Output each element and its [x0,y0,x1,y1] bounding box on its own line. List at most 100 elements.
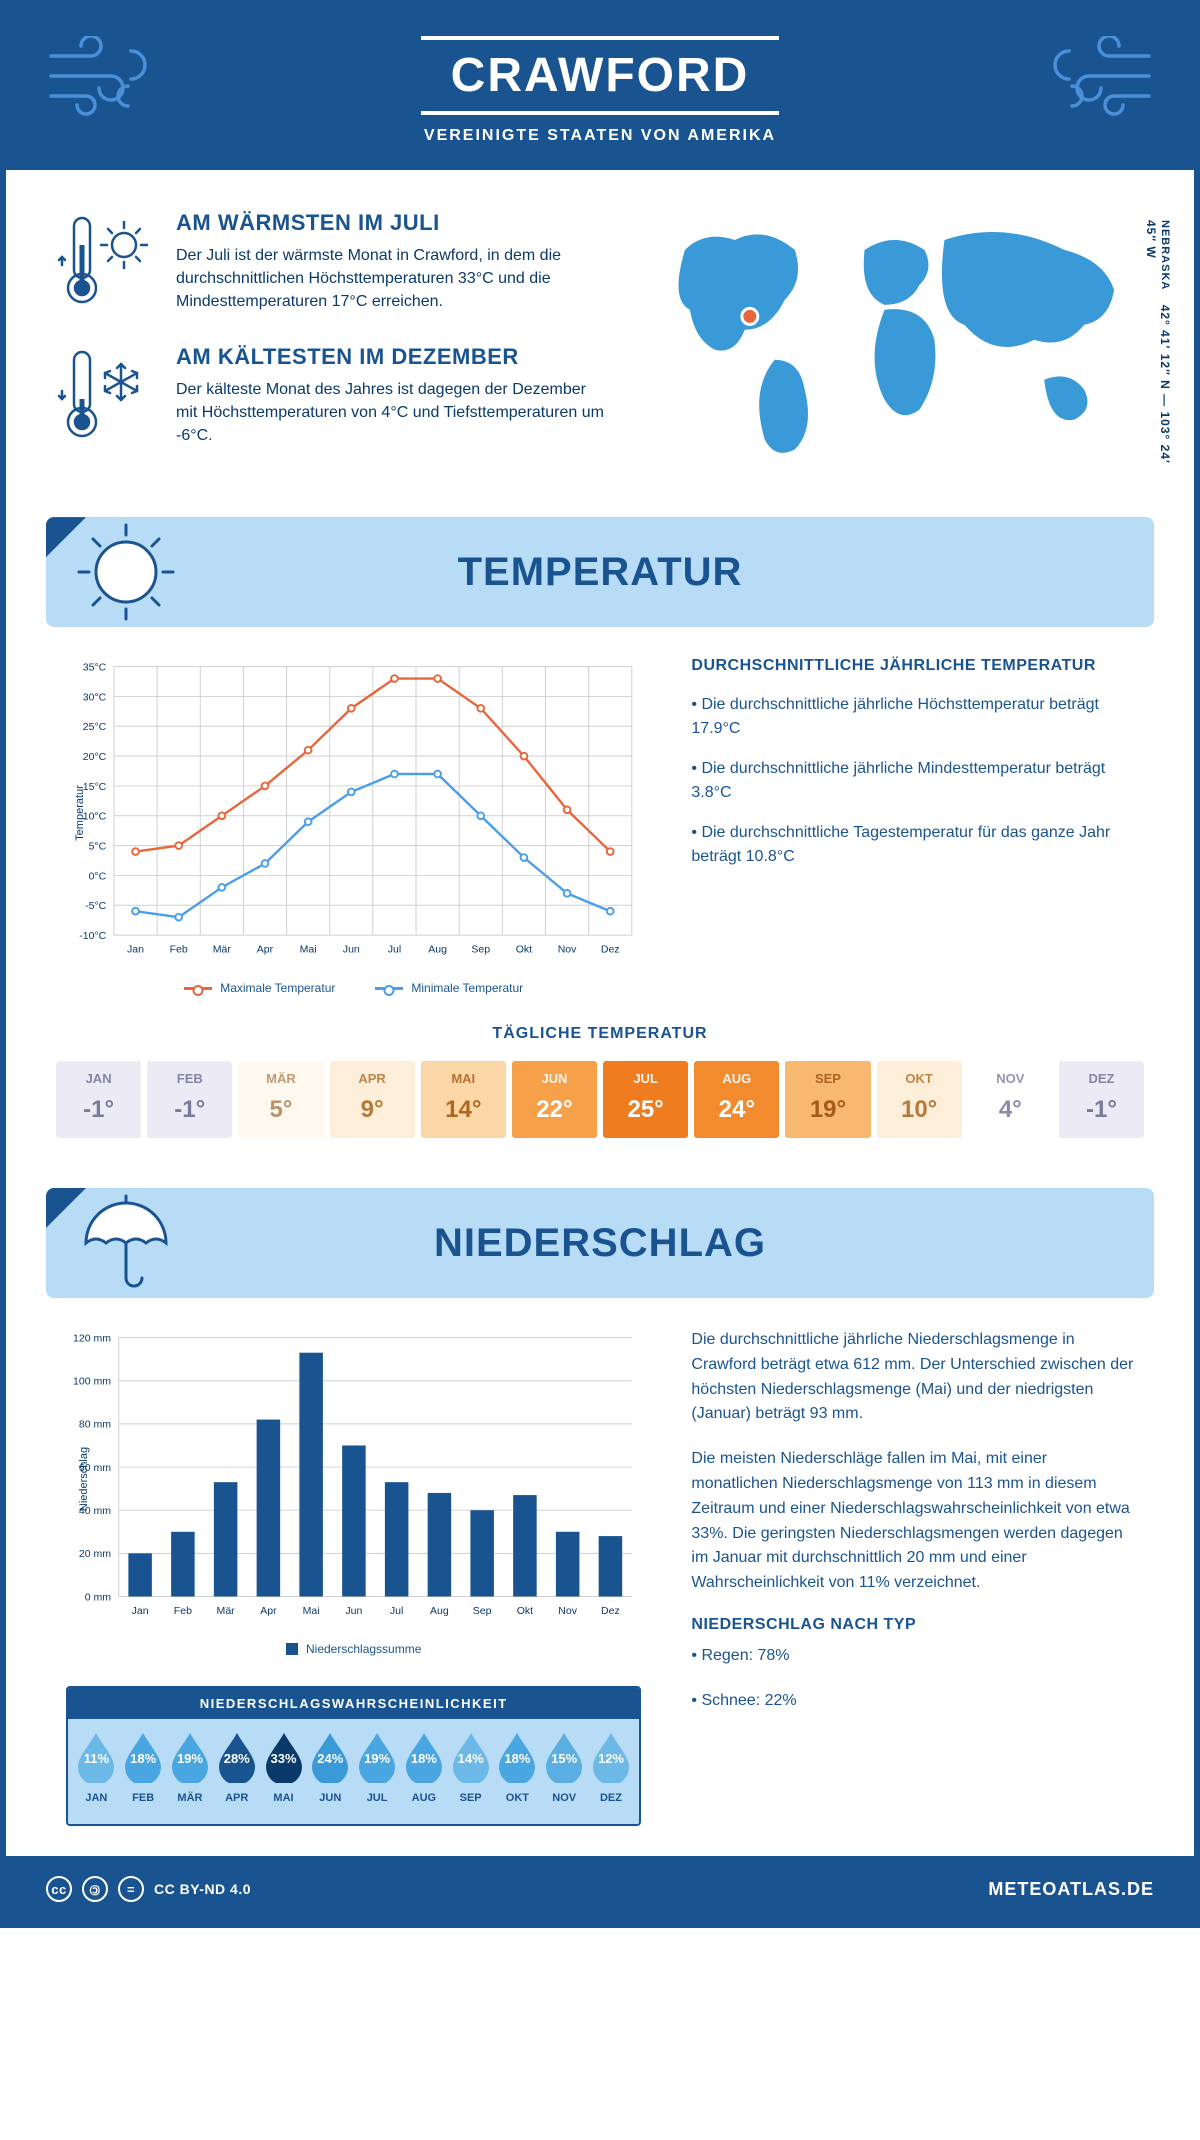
license-block: cc 🄯 = CC BY-ND 4.0 [46,1876,251,1902]
nd-icon: = [118,1876,144,1902]
daily-temp-cell: JAN-1° [56,1061,141,1138]
temperature-banner: TEMPERATUR [46,517,1154,627]
svg-text:20°C: 20°C [83,751,107,763]
coldest-text: Der kälteste Monat des Jahres ist dagege… [176,378,605,448]
svg-text:Nov: Nov [558,943,577,955]
svg-text:Feb: Feb [170,943,188,955]
svg-text:Okt: Okt [516,943,532,955]
svg-text:Jan: Jan [132,1605,149,1617]
precip-prob-cell: 18% AUG [401,1731,446,1814]
location-marker [742,308,758,324]
legend-min: Minimale Temperatur [411,981,523,995]
svg-text:0°C: 0°C [89,870,107,882]
svg-text:Mai: Mai [303,1605,320,1617]
svg-text:20 mm: 20 mm [79,1548,111,1560]
precip-prob-cell: 33% MAI [261,1731,306,1814]
warmest-block: AM WÄRMSTEN IM JULI Der Juli ist der wär… [56,210,605,314]
warmest-heading: AM WÄRMSTEN IM JULI [176,210,605,236]
precip-prob-heading: NIEDERSCHLAGSWAHRSCHEINLICHKEIT [68,1688,639,1719]
temp-info-b3: • Die durchschnittliche Tagestemperatur … [691,821,1134,869]
svg-text:Jul: Jul [390,1605,403,1617]
svg-text:Dez: Dez [601,1605,620,1617]
daily-temp-cell: JUN22° [512,1061,597,1138]
precip-prob-cell: 11% JAN [74,1731,119,1814]
svg-text:-5°C: -5°C [85,900,107,912]
license-text: CC BY-ND 4.0 [154,1881,251,1897]
temp-y-label: Temperatur [74,785,86,841]
thermometer-hot-icon [56,210,156,310]
svg-text:Okt: Okt [517,1605,533,1617]
page-title: CRAWFORD [421,36,780,115]
svg-text:-10°C: -10°C [79,930,106,942]
daily-temp-cell: DEZ-1° [1059,1061,1144,1138]
wind-icon-right [1044,36,1154,116]
intro-section: AM WÄRMSTEN IM JULI Der Juli ist der wär… [6,170,1194,507]
precip-type-b1: • Regen: 78% [691,1644,1134,1669]
svg-text:Feb: Feb [174,1605,192,1617]
svg-text:Aug: Aug [428,943,447,955]
daily-temp-cell: OKT10° [877,1061,962,1138]
precip-info: Die durchschnittliche jährliche Niedersc… [691,1328,1134,1826]
svg-text:Dez: Dez [601,943,620,955]
precip-prob-cell: 15% NOV [542,1731,587,1814]
precip-prob-cell: 19% JUL [355,1731,400,1814]
wind-icon-left [46,36,156,116]
thermometer-cold-icon [56,344,156,444]
svg-text:Sep: Sep [473,1605,492,1617]
precip-legend: Niederschlagssumme [66,1642,641,1656]
brand-label: METEOATLAS.DE [988,1879,1154,1900]
svg-text:Mai: Mai [300,943,317,955]
cc-icon: cc [46,1876,72,1902]
precip-prob-cell: 19% MÄR [168,1731,213,1814]
daily-temp-cell: MAI14° [421,1061,506,1138]
svg-text:100 mm: 100 mm [73,1376,111,1388]
coldest-heading: AM KÄLTESTEN IM DEZEMBER [176,344,605,370]
svg-text:Jun: Jun [345,1605,362,1617]
precip-type-b2: • Schnee: 22% [691,1689,1134,1714]
svg-text:35°C: 35°C [83,662,107,674]
temperature-info: DURCHSCHNITTLICHE JÄHRLICHE TEMPERATUR •… [691,657,1134,995]
legend-max: Maximale Temperatur [220,981,335,995]
svg-text:Sep: Sep [471,943,490,955]
svg-text:5°C: 5°C [89,841,107,853]
svg-text:Jun: Jun [343,943,360,955]
svg-text:0 mm: 0 mm [85,1591,112,1603]
svg-text:Jan: Jan [127,943,144,955]
precipitation-banner: NIEDERSCHLAG [46,1188,1154,1298]
daily-temp-cell: AUG24° [694,1061,779,1138]
svg-text:Apr: Apr [257,943,274,955]
by-icon: 🄯 [82,1876,108,1902]
daily-temp-cell: NOV4° [968,1061,1053,1138]
precip-para1: Die durchschnittliche jährliche Niedersc… [691,1328,1134,1427]
coldest-block: AM KÄLTESTEN IM DEZEMBER Der kälteste Mo… [56,344,605,448]
temp-info-b2: • Die durchschnittliche jährliche Mindes… [691,757,1134,805]
precip-prob-cell: 28% APR [214,1731,259,1814]
precip-prob-cell: 12% DEZ [589,1731,634,1814]
daily-temp-cell: MÄR5° [238,1061,323,1138]
warmest-text: Der Juli ist der wärmste Monat in Crawfo… [176,244,605,314]
daily-temp-cell: SEP19° [785,1061,870,1138]
temperature-chart: Temperatur -10°C-5°C0°C5°C10°C15°C20°C25… [66,657,641,969]
page-header: CRAWFORD VEREINIGTE STAATEN VON AMERIKA [6,6,1194,170]
svg-text:Aug: Aug [430,1605,449,1617]
svg-text:Apr: Apr [260,1605,277,1617]
daily-temp-heading: TÄGLICHE TEMPERATUR [6,1025,1194,1043]
temp-legend: Maximale Temperatur Minimale Temperatur [66,981,641,995]
svg-text:25°C: 25°C [83,721,107,733]
daily-temp-cell: FEB-1° [147,1061,232,1138]
svg-text:120 mm: 120 mm [73,1332,111,1344]
precip-prob-cell: 18% OKT [495,1731,540,1814]
daily-temp-cell: APR9° [330,1061,415,1138]
precipitation-heading: NIEDERSCHLAG [206,1221,1154,1266]
region-label: NEBRASKA [1159,220,1171,290]
sun-icon [46,517,206,627]
svg-text:Mär: Mär [217,1605,236,1617]
precip-prob-cell: 18% FEB [121,1731,166,1814]
page-subtitle: VEREINIGTE STAATEN VON AMERIKA [26,127,1174,145]
daily-temp-row: JAN-1°FEB-1°MÄR5°APR9°MAI14°JUN22°JUL25°… [56,1061,1144,1138]
temp-info-heading: DURCHSCHNITTLICHE JÄHRLICHE TEMPERATUR [691,657,1134,675]
svg-text:Nov: Nov [558,1605,577,1617]
temperature-heading: TEMPERATUR [206,550,1154,595]
precip-legend-label: Niederschlagssumme [306,1642,421,1656]
daily-temp-cell: JUL25° [603,1061,688,1138]
